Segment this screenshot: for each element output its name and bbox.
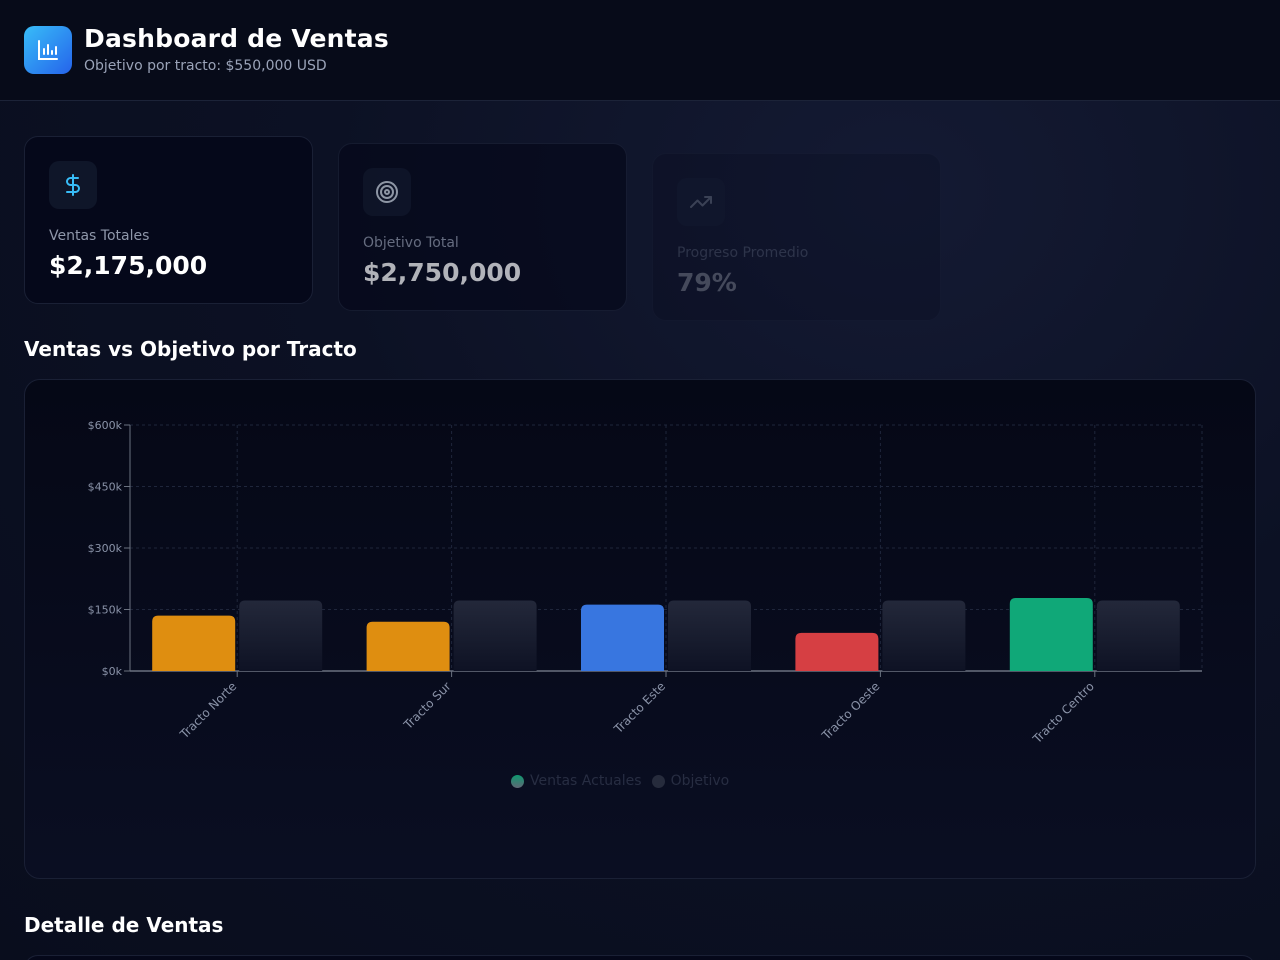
y-tick-label: $0k [102, 665, 123, 678]
sales-detail-panel [24, 955, 1256, 960]
page-subtitle: Objetivo por tracto: $550,000 USD [84, 58, 327, 74]
y-tick-label: $600k [88, 419, 123, 432]
bar-actual [366, 621, 450, 671]
legend-label-actual: Ventas Actuales [530, 773, 642, 789]
x-tick-label: Tracto Sur [400, 679, 453, 732]
bar-actual [152, 615, 236, 671]
x-tick-label: Tracto Centro [1029, 679, 1096, 746]
stat-card-total-target: Objetivo Total $2,750,000 [338, 143, 627, 311]
legend-item-actual[interactable]: Ventas Actuales [511, 773, 642, 789]
x-tick-label: Tracto Oeste [819, 679, 883, 743]
trending-up-icon [677, 178, 725, 226]
bar-chart-logo-icon [24, 26, 72, 74]
stat-value: 79% [677, 268, 737, 297]
legend-swatch-actual [511, 774, 524, 788]
legend-label-target: Objetivo [670, 773, 730, 789]
bar-target [1096, 600, 1180, 671]
detail-section-title: Detalle de Ventas [24, 913, 224, 937]
legend-item-target[interactable]: Objetivo [651, 773, 730, 789]
bar-target [453, 600, 537, 671]
y-tick-label: $150k [88, 604, 123, 617]
page-title: Dashboard de Ventas [84, 24, 389, 53]
stat-label: Objetivo Total [363, 235, 459, 251]
sales-chart-panel: $0k $150k $300k $450k $600k Tracto Norte Tract… [24, 379, 1256, 879]
bar-actual [1009, 598, 1093, 671]
stat-card-avg-progress: Progreso Promedio 79% [652, 153, 941, 321]
chart-section-title: Ventas vs Objetivo por Tracto [24, 337, 357, 361]
stat-value: $2,750,000 [363, 258, 522, 287]
y-tick-label: $450k [88, 481, 123, 494]
bar-actual [581, 604, 664, 671]
app-header: Dashboard de Ventas Objetivo por tracto:… [0, 0, 1280, 101]
bar-target [882, 600, 966, 671]
stat-label: Ventas Totales [49, 228, 150, 244]
dollar-icon [49, 161, 97, 209]
y-tick-label: $300k [88, 542, 123, 555]
bar-target [239, 600, 323, 671]
bar-target [668, 600, 751, 671]
x-tick-label: Tracto Norte [177, 679, 240, 742]
stat-card-total-sales: Ventas Totales $2,175,000 [24, 136, 313, 304]
stat-value: $2,175,000 [49, 251, 208, 280]
stat-label: Progreso Promedio [677, 245, 809, 261]
x-tick-label: Tracto Este [611, 679, 668, 736]
chart-legend: Ventas Actuales Objetivo [511, 773, 733, 789]
bar-actual [795, 632, 879, 671]
legend-swatch-target [651, 774, 665, 788]
target-icon [363, 168, 411, 216]
sales-bar-chart: $0k $150k $300k $450k $600k Tracto Norte Tract… [88, 419, 1203, 747]
